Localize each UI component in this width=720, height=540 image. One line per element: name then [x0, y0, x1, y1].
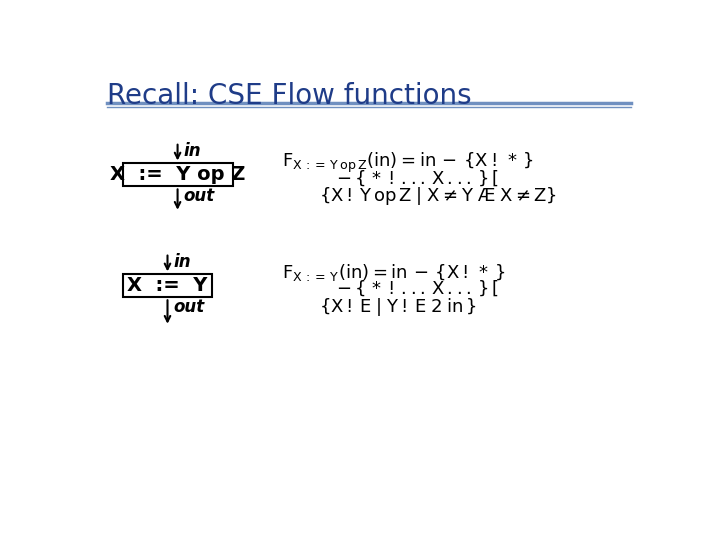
Text: Recall: CSE Flow functions: Recall: CSE Flow functions [107, 82, 472, 110]
Text: $\mathsf{F}_{\mathsf{X\,:=\,Y\,op\,Z}}\mathsf{(in) = in\,-\,\{X\,!\,*\,\}}$: $\mathsf{F}_{\mathsf{X\,:=\,Y\,op\,Z}}\m… [282, 151, 534, 176]
Text: X  :=  Y op Z: X := Y op Z [110, 165, 246, 185]
Text: $\mathsf{-\,\{\,*\,!\,...\,X\,...\,\}\,[}$: $\mathsf{-\,\{\,*\,!\,...\,X\,...\,\}\,[… [336, 168, 500, 187]
FancyBboxPatch shape [122, 274, 212, 298]
FancyBboxPatch shape [122, 164, 233, 186]
Text: in: in [184, 142, 202, 160]
Text: $\mathsf{-\,\{\,*\,!\,...\,X\,...\,\}\,[}$: $\mathsf{-\,\{\,*\,!\,...\,X\,...\,\}\,[… [336, 279, 500, 299]
Text: $\mathsf{\{X\,!\,E\;|\;Y\,!\,E\;2\;in\,\}}$: $\mathsf{\{X\,!\,E\;|\;Y\,!\,E\;2\;in\,\… [320, 296, 477, 318]
Text: $\mathsf{F}_{\mathsf{X\,:=\,Y}}\mathsf{(in) = in\,-\,\{X\,!\,*\,\}}$: $\mathsf{F}_{\mathsf{X\,:=\,Y}}\mathsf{(… [282, 262, 505, 283]
Text: X  :=  Y: X := Y [127, 276, 207, 295]
Text: $\mathsf{\{X\,!\,Y\,op\,Z\;|\;X \neq Y\;\AE\;X \neq Z\}}$: $\mathsf{\{X\,!\,Y\,op\,Z\;|\;X \neq Y\;… [320, 185, 557, 207]
Text: in: in [174, 253, 192, 271]
Text: out: out [184, 187, 215, 205]
Text: out: out [174, 298, 205, 316]
